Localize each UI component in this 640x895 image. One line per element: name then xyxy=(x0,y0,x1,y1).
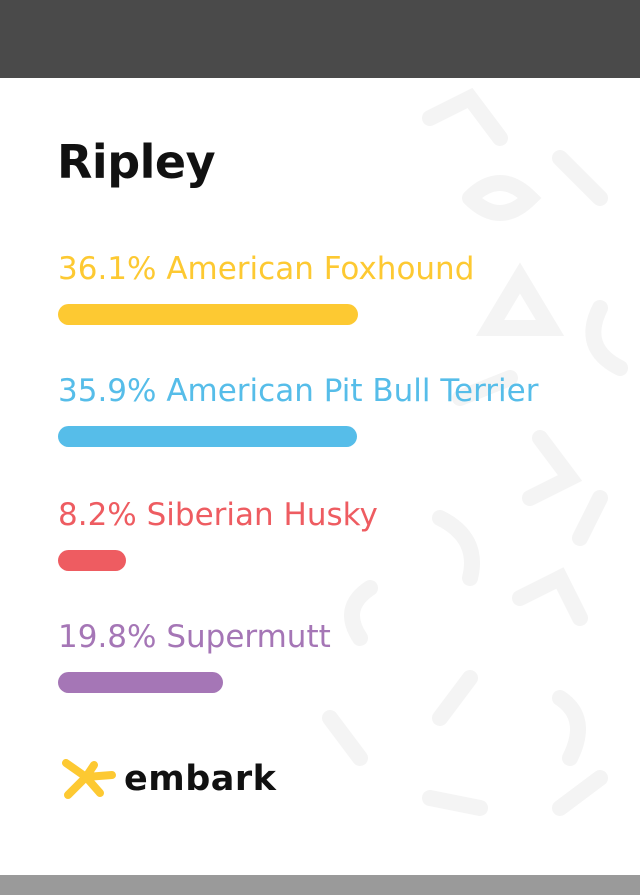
breed-item-american-pit-bull-terrier: 35.9% American Pit Bull Terrier xyxy=(58,371,638,447)
breed-result-card: Ripley 36.1% American Foxhound 35.9% Ame… xyxy=(0,78,640,875)
breed-item-siberian-husky: 8.2% Siberian Husky xyxy=(58,495,638,571)
breed-label: 35.9% American Pit Bull Terrier xyxy=(58,373,539,409)
breed-label: 8.2% Siberian Husky xyxy=(58,497,378,533)
breed-percent-bar xyxy=(58,550,126,571)
embark-x-mark-icon xyxy=(62,759,116,799)
top-status-bar xyxy=(0,0,640,78)
embark-wordmark: embark xyxy=(124,759,277,799)
dog-name: Ripley xyxy=(57,135,216,189)
breed-label: 36.1% American Foxhound xyxy=(58,251,475,287)
bottom-bar xyxy=(0,875,640,895)
breed-label: 19.8% Supermutt xyxy=(58,619,331,655)
embark-logo: embark xyxy=(60,754,276,804)
breed-item-supermutt: 19.8% Supermutt xyxy=(58,617,638,693)
breed-item-american-foxhound: 36.1% American Foxhound xyxy=(58,249,638,325)
breed-percent-bar xyxy=(58,304,358,325)
breed-percent-bar xyxy=(58,426,357,447)
breed-percent-bar xyxy=(58,672,223,693)
